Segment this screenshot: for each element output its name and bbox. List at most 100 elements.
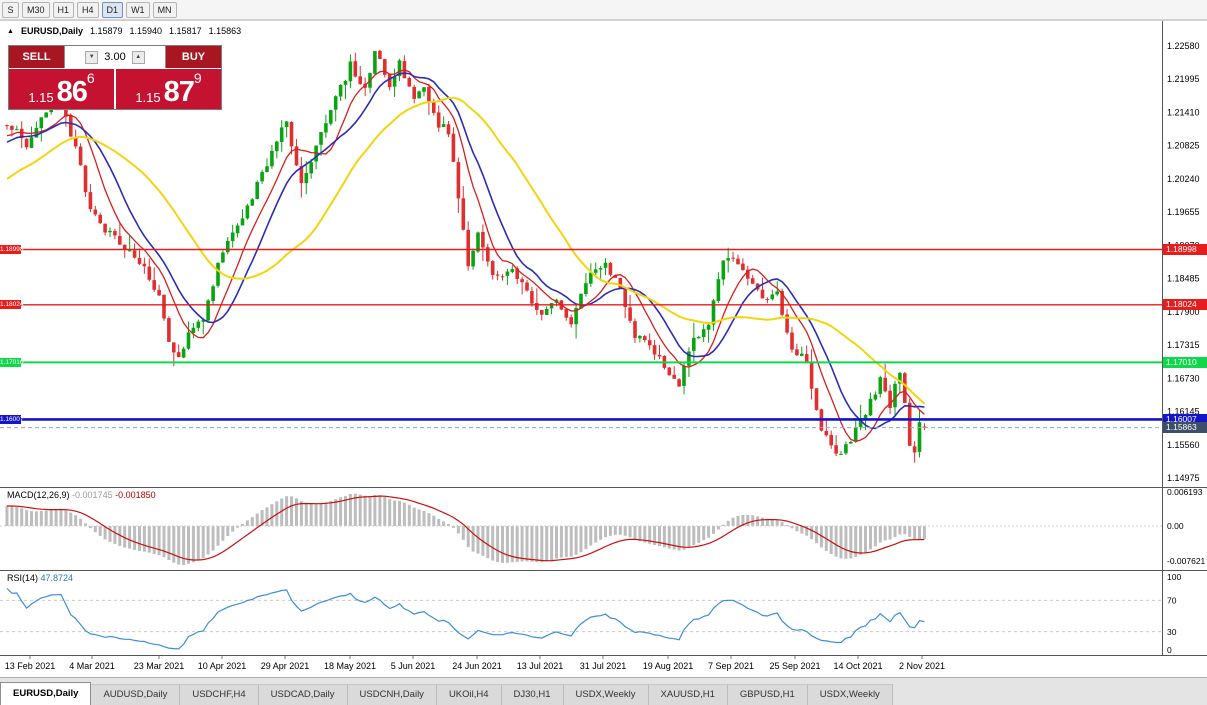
price-axis-label: 1.22580 (1167, 41, 1200, 51)
date-axis-label: 25 Sep 2021 (769, 661, 820, 671)
price-axis-label: 1.20240 (1167, 174, 1200, 184)
timeframe-button-w1[interactable]: W1 (126, 1, 150, 18)
price-axis-label: 1.18485 (1167, 274, 1200, 284)
macd-axis-label: -0.007621 (1167, 556, 1206, 566)
chart-tab-eurusd-daily[interactable]: EURUSD,Daily (0, 682, 92, 705)
date-axis-label: 18 May 2021 (324, 661, 376, 671)
price-axis-label: 1.16145 (1167, 407, 1200, 417)
ohlc-open: 1.15879 (89, 26, 123, 36)
buy-price-display[interactable]: 1.15 87 9 (116, 69, 221, 109)
chart-tab-usdcad-daily[interactable]: USDCAD,Daily (258, 684, 348, 705)
price-tag-1.18998: 1.18998 (1163, 244, 1207, 255)
volume-increase-button[interactable]: ▲ (131, 50, 145, 64)
rsi-value: 47.8724 (40, 573, 74, 583)
date-axis-label: 7 Sep 2021 (708, 661, 754, 671)
sell-price-pips: 86 (56, 76, 88, 108)
macd-axis-label: 0.006193 (1167, 487, 1203, 497)
chart-tab-audusd-daily[interactable]: AUDUSD,Daily (91, 684, 181, 705)
sell-price-display[interactable]: 1.15 86 6 (9, 69, 114, 109)
timeframe-button-s[interactable]: S (2, 1, 19, 18)
chart-symbol: EURUSD,Daily (20, 26, 83, 36)
date-axis-label: 13 Feb 2021 (5, 661, 56, 671)
chart-tab-usdx-weekly[interactable]: USDX,Weekly (563, 684, 649, 705)
timeframe-button-m30[interactable]: M30 (22, 1, 50, 18)
chart-tab-gbpusd-h1[interactable]: GBPUSD,H1 (727, 684, 808, 705)
left-price-tag-1.16007: 1.16007 (0, 414, 24, 424)
volume-decrease-button[interactable]: ▼ (85, 50, 99, 64)
chart-tab-usdcnh-daily[interactable]: USDCNH,Daily (347, 684, 437, 705)
timeframe-button-h1[interactable]: H1 (52, 1, 75, 18)
price-tag-1.18024: 1.18024 (1163, 299, 1207, 311)
price-axis-label: 1.17315 (1167, 340, 1200, 350)
sell-price-prefix: 1.15 (28, 90, 54, 105)
ma-fast-red (6, 69, 925, 443)
left-price-tag-1.17010: 1.17010 (0, 357, 24, 367)
volume-input[interactable]: 3.00 (104, 51, 126, 63)
price-axis-label: 1.19655 (1167, 207, 1200, 217)
chart-tabs-bar: EURUSD,Daily AUDUSD,Daily USDCHF,H4 USDCAD,… (0, 677, 1207, 705)
date-axis-label: 23 Mar 2021 (134, 661, 185, 671)
price-axis-label: 1.21995 (1167, 74, 1200, 84)
chart-tab-dj30-h1[interactable]: DJ30,H1 (501, 684, 564, 705)
price-axis-label: 1.15560 (1167, 440, 1200, 450)
date-axis-label: 13 Jul 2021 (517, 661, 564, 671)
volume-field: ▼ 3.00 ▲ (64, 46, 166, 68)
rsi-axis-label: 30 (1167, 627, 1177, 637)
macd-indicator-label: MACD(12,26,9) -0.001745 -0.001850 (7, 490, 156, 500)
macd-signal-value: -0.001850 (115, 490, 156, 500)
ma-mid-blue (6, 72, 925, 430)
price-axis-label: 1.16730 (1167, 373, 1200, 383)
price-axis-label: 1.21410 (1167, 108, 1200, 118)
left-price-tag-1.18998: 1.18998 (0, 245, 24, 254)
ohlc-close: 1.15863 (208, 26, 242, 36)
chart-info-header: ▲ EURUSD,Daily 1.15879 1.15940 1.15817 1… (7, 26, 241, 36)
rsi-axis-label: 70 (1167, 596, 1177, 606)
date-axis-label: 31 Jul 2021 (580, 661, 627, 671)
ma-slow-yellow (6, 96, 926, 405)
buy-price-pips: 87 (163, 76, 195, 108)
timeframe-toolbar: S M30 H1 H4 D1 W1 MN (0, 0, 1207, 20)
date-axis-label: 29 Apr 2021 (261, 661, 310, 671)
timeframe-button-mn[interactable]: MN (152, 1, 177, 18)
chart-canvas[interactable]: 1.22580 1.21995 1.21410 1.20825 1.20240 1.196… (0, 0, 1207, 677)
timeframe-button-h4[interactable]: H4 (77, 1, 99, 18)
price-tag-1.16007: 1.16007 (1163, 413, 1207, 425)
sell-button[interactable]: SELL (9, 46, 64, 68)
rsi-axis-label: 100 (1167, 572, 1181, 582)
chart-tab-xauusd-h1[interactable]: XAUUSD,H1 (648, 684, 728, 705)
date-axis-label: 10 Apr 2021 (198, 661, 247, 671)
rsi-axis-label: 0 (1167, 645, 1172, 655)
date-axis-label: 19 Aug 2021 (643, 661, 694, 671)
date-axis-label: 14 Oct 2021 (833, 661, 882, 671)
sell-price-point: 6 (86, 70, 95, 86)
chart-tab-usdx-weekly[interactable]: USDX,Weekly (807, 684, 893, 705)
current-price-tag: 1.15863 (1163, 422, 1207, 434)
chart-tab-usdchf-h4[interactable]: USDCHF,H4 (180, 684, 259, 705)
macd-signal-line (7, 495, 925, 562)
macd-axis-label: 0.00 (1167, 521, 1184, 531)
buy-price-prefix: 1.15 (135, 90, 161, 105)
ohlc-high: 1.15940 (129, 26, 163, 36)
candles-series (5, 49, 927, 463)
price-axis-label: 1.14975 (1167, 473, 1200, 483)
one-click-trading-panel: SELL ▼ 3.00 ▲ BUY 1.15 86 6 1.15 87 9 (8, 45, 222, 110)
date-axis-label: 2 Nov 2021 (899, 661, 945, 671)
date-axis-label: 4 Mar 2021 (69, 661, 115, 671)
price-tag-1.17010: 1.17010 (1163, 356, 1207, 368)
macd-name: MACD(12,26,9) (7, 490, 70, 500)
ohlc-low: 1.15817 (169, 26, 202, 36)
one-click-collapse-icon[interactable]: ▲ (7, 27, 14, 35)
macd-main-value: -0.001745 (72, 490, 113, 500)
buy-button[interactable]: BUY (166, 46, 221, 68)
chart-tab-ukoil-h4[interactable]: UKOil,H4 (436, 684, 502, 705)
rsi-name: RSI(14) (7, 573, 39, 583)
date-axis-label: 5 Jun 2021 (391, 661, 436, 671)
buy-price-point: 9 (193, 70, 202, 86)
timeframe-button-d1[interactable]: D1 (101, 1, 124, 18)
rsi-indicator-label: RSI(14) 47.8724 (7, 573, 73, 583)
price-axis-label: 1.20825 (1167, 141, 1200, 151)
macd-histogram (5, 493, 926, 565)
rsi-line (6, 588, 925, 650)
price-axis-label: 1.17900 (1167, 307, 1200, 317)
